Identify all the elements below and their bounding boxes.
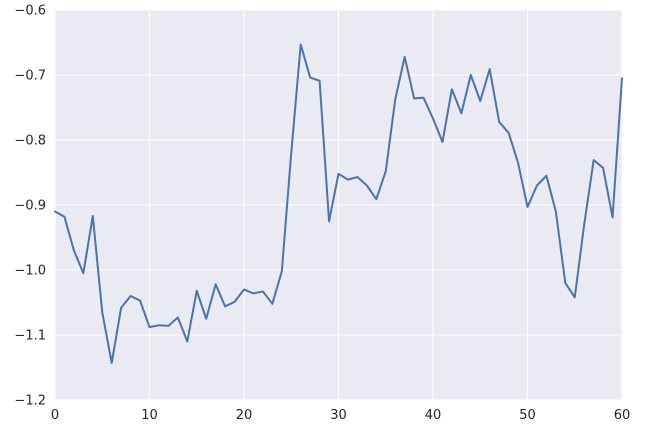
x-tick-label: 40 [425, 408, 442, 423]
series-line [54, 43, 623, 364]
y-tick-label: −0.7 [14, 69, 46, 84]
y-tick-label: −1.2 [14, 394, 46, 409]
y-tick-label: −1.0 [14, 264, 46, 279]
x-tick-label: 10 [141, 408, 158, 423]
x-tick-label: 30 [330, 408, 347, 423]
y-tick-label: −0.9 [14, 199, 46, 214]
x-tick-label: 60 [614, 408, 631, 423]
x-tick-label: 20 [236, 408, 253, 423]
y-tick-label: −0.6 [14, 4, 46, 19]
x-tick-label: 50 [519, 408, 536, 423]
x-tick-label: 0 [51, 408, 59, 423]
y-tick-label: −0.8 [14, 134, 46, 149]
y-tick-label: −1.1 [14, 329, 46, 344]
